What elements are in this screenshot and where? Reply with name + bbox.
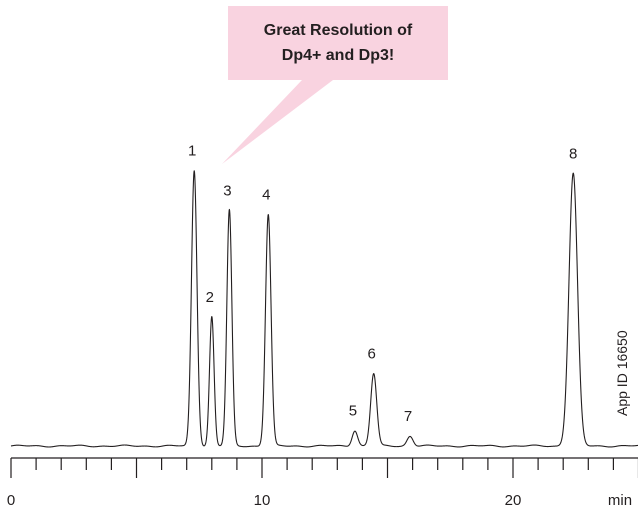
x-tick-label-10: 10 [254, 492, 271, 509]
x-tick-label-0: 0 [7, 492, 15, 509]
callout-line-2: Dp4+ and Dp3! [282, 47, 394, 64]
peak-label-6: 6 [368, 346, 376, 363]
callout-line-1: Great Resolution of [264, 22, 413, 39]
callout-bubble [222, 6, 448, 164]
x-axis-unit: min [608, 492, 632, 509]
x-axis-ticks: 0 10 20 [7, 458, 638, 509]
peak-label-7: 7 [404, 408, 412, 425]
x-axis: 0 10 20 min [7, 457, 638, 509]
chromatogram-trace [10, 170, 638, 448]
peak-label-5: 5 [349, 402, 357, 419]
peak-label-8: 8 [569, 145, 577, 162]
x-tick-label-20: 20 [505, 492, 522, 509]
callout: Great Resolution of Dp4+ and Dp3! [222, 6, 448, 164]
app-id-label: App ID 16650 [614, 330, 630, 416]
peak-label-1: 1 [188, 143, 196, 160]
peak-label-3: 3 [223, 182, 231, 199]
peak-labels: 1 2 3 4 5 6 7 8 [188, 143, 577, 426]
peak-label-4: 4 [262, 187, 270, 204]
peak-label-2: 2 [206, 289, 214, 306]
